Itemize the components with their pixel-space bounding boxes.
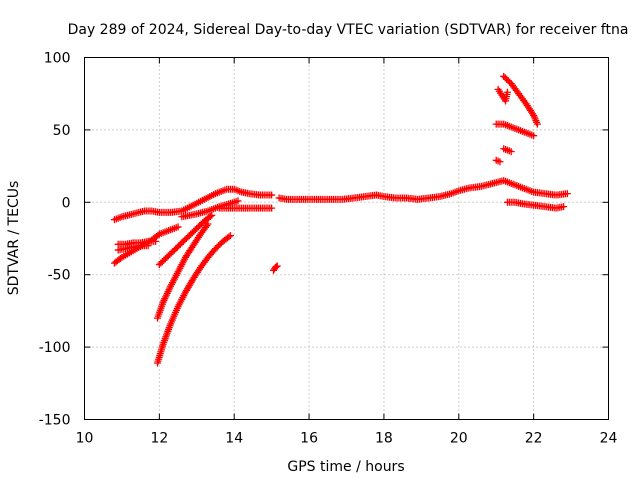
x-axis-label: GPS time / hours [287,459,404,475]
data-point [268,191,276,199]
plot-frame [84,57,609,420]
series-arc-a [110,185,276,224]
series-arc-p [492,156,504,166]
data-point [533,120,541,128]
data-points [110,72,571,367]
x-tick-label: 18 [375,431,393,447]
data-point [204,220,212,228]
series-arc-m [492,120,538,140]
y-tick-label: -100 [39,340,71,356]
data-point [268,204,276,212]
x-tick-label: 16 [300,431,318,447]
data-point [152,237,160,245]
series-arc-c [215,204,276,212]
series-arc-q [503,198,568,212]
data-point [206,212,214,220]
y-tick-label: 0 [62,195,71,211]
y-tick-label: 100 [44,51,71,67]
data-point [530,132,538,140]
y-axis-label: SDTVAR / TECUs [6,181,22,296]
series-arc-j [178,197,242,221]
data-point [273,262,281,270]
y-tick-label: 50 [53,123,71,139]
data-point [234,197,242,205]
x-tick-label: 14 [225,431,243,447]
chart-title: Day 289 of 2024, Sidereal Day-to-day VTE… [68,22,629,38]
axis-ticks: 10 12 14 16 18 20 22 24 -150 -100 -50 0 50 100 [39,51,618,447]
data-point [174,223,182,231]
series-arc-i [153,232,234,367]
data-point [503,88,511,96]
data-point [144,242,152,250]
y-tick-label: -150 [39,413,71,429]
x-tick-label: 24 [600,431,618,447]
y-tick-label: -50 [48,268,71,284]
series-arc-n [494,85,511,105]
series-arc-f [114,242,152,254]
series-arc-g [155,211,216,269]
series-arc-l [500,72,541,128]
data-point [225,233,233,241]
series-arc-h [153,220,212,322]
x-tick-label: 22 [525,431,543,447]
data-point [496,158,504,166]
series-arc-b [275,177,571,203]
x-tick-label: 20 [450,431,468,447]
x-tick-label: 10 [76,431,94,447]
series-arc-o [500,145,515,156]
x-tick-label: 12 [150,431,168,447]
series-arc-k [270,262,281,274]
data-point [507,148,515,156]
data-point [563,190,571,198]
data-point [272,263,280,271]
data-point [226,232,234,240]
data-point [560,203,568,211]
